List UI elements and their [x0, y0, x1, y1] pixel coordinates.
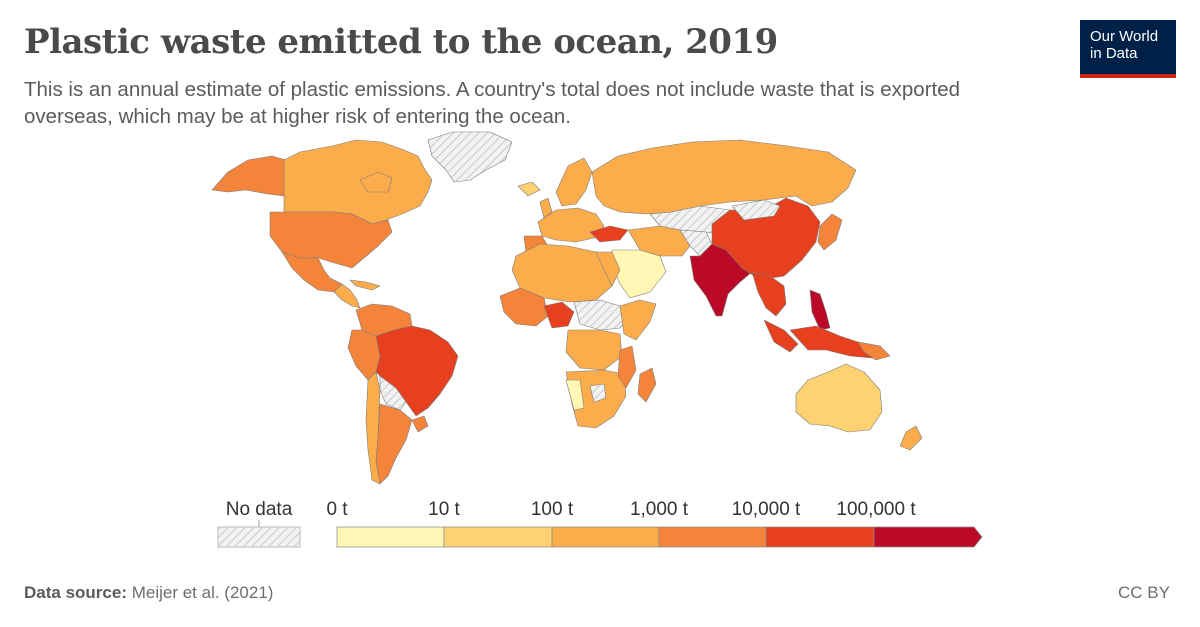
data-source-label: Data source:	[24, 583, 127, 602]
legend-label-0: 0 t	[326, 499, 348, 520]
country-usa-alaska[interactable]	[211, 155, 287, 197]
country-east-africa[interactable]	[619, 299, 657, 341]
country-turkey[interactable]	[589, 225, 629, 243]
country-mongolia[interactable]	[731, 199, 781, 221]
country-south-africa-no-data[interactable]	[589, 383, 607, 403]
legend-bin-5	[873, 526, 983, 548]
country-png[interactable]	[857, 341, 891, 361]
country-japan[interactable]	[817, 213, 843, 251]
country-greenland[interactable]	[427, 131, 513, 183]
country-canada[interactable]	[283, 139, 433, 225]
legend-bin-0	[336, 526, 445, 548]
country-iceland[interactable]	[517, 181, 541, 197]
legend-bin-2	[551, 526, 660, 548]
country-scandinavia[interactable]	[555, 157, 593, 207]
country-madagascar[interactable]	[637, 367, 657, 403]
country-indonesia[interactable]	[763, 319, 799, 353]
country-argentina[interactable]	[375, 403, 413, 485]
country-russia[interactable]	[591, 139, 857, 215]
country-congo[interactable]	[565, 329, 623, 371]
owid-logo[interactable]: Our World in Data	[1080, 20, 1176, 78]
logo-line-2: in Data	[1090, 45, 1138, 62]
data-source: Data source: Meijer et al. (2021)	[24, 583, 273, 603]
legend-no-data-swatch	[217, 526, 301, 548]
legend-label-5: 100,000 t	[836, 499, 916, 520]
legend-label-2: 100 t	[531, 499, 574, 520]
country-egypt[interactable]	[595, 251, 621, 287]
country-nigeria[interactable]	[543, 301, 575, 329]
legend-label-3: 1,000 t	[630, 499, 689, 520]
legend-label-4: 10,000 t	[732, 499, 801, 520]
country-southeast-asia[interactable]	[751, 271, 787, 317]
country-caribbean[interactable]	[349, 279, 381, 291]
country-mozambique[interactable]	[617, 345, 637, 389]
country-brazil[interactable]	[375, 325, 459, 417]
legend-bin-4	[765, 526, 875, 548]
legend-label-1: 10 t	[428, 499, 460, 520]
chart-title: Plastic waste emitted to the ocean, 2019	[24, 22, 778, 62]
country-north-africa[interactable]	[511, 243, 613, 303]
data-source-link[interactable]: Meijer et al. (2021)	[131, 583, 274, 602]
country-canada-islands[interactable]	[359, 171, 393, 193]
country-arabia[interactable]	[611, 249, 667, 299]
legend-bin-3	[658, 526, 767, 548]
country-namibia[interactable]	[565, 379, 585, 411]
country-west-africa[interactable]	[499, 287, 549, 327]
country-new-zealand[interactable]	[899, 425, 923, 451]
country-australia[interactable]	[795, 363, 883, 433]
country-uk[interactable]	[539, 197, 553, 219]
country-central-america[interactable]	[333, 283, 361, 309]
license[interactable]: CC BY	[1118, 583, 1170, 602]
country-philippines[interactable]	[809, 289, 831, 331]
country-uruguay[interactable]	[411, 415, 429, 433]
legend: No data 0 t 10 t 100 t 1,000 t 10,000 t …	[217, 499, 983, 548]
country-chile[interactable]	[365, 371, 381, 485]
logo-line-1: Our World	[1090, 28, 1159, 45]
chart-subtitle: This is an annual estimate of plastic em…	[24, 78, 961, 128]
legend-bin-1	[443, 526, 553, 548]
legend-no-data-label: No data	[226, 499, 293, 520]
